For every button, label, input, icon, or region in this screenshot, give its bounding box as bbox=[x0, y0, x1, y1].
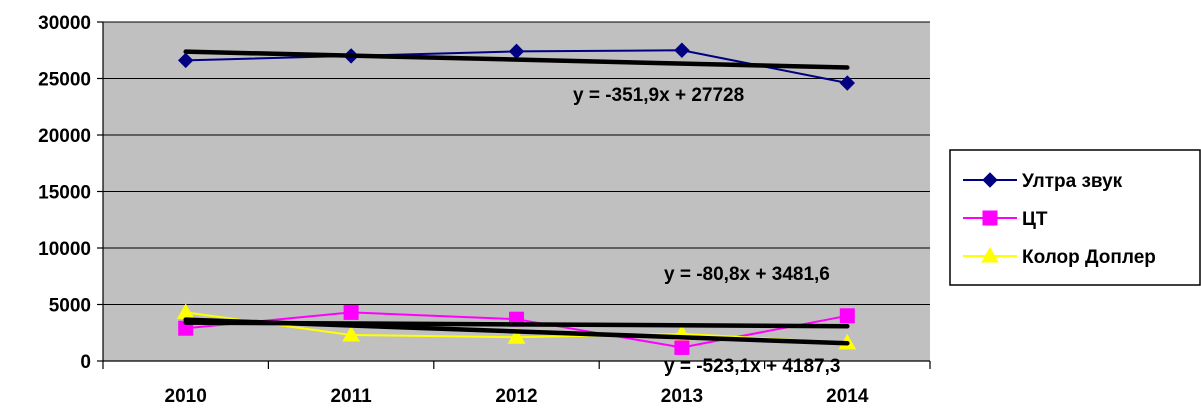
x-axis-ticks: 2010 2011 2012 2013 2014 bbox=[165, 386, 869, 407]
legend-marker bbox=[982, 210, 998, 226]
x-tick-label: 2011 bbox=[330, 386, 372, 407]
legend-item: ЦТ bbox=[963, 209, 1048, 230]
trendline-equation-label: y = -523,1x + 4187,3 bbox=[664, 356, 840, 377]
y-tick-label: 20000 bbox=[38, 126, 91, 147]
data-point bbox=[839, 75, 856, 91]
trendlines bbox=[183, 49, 850, 346]
trendline-equation-label: y = -80,8x + 3481,6 bbox=[664, 264, 830, 285]
y-tick-label: 30000 bbox=[38, 13, 91, 34]
y-axis-ticks: 0 5000 10000 15000 20000 25000 30000 bbox=[38, 13, 91, 373]
data-point bbox=[674, 339, 690, 355]
y-tick-label: 0 bbox=[80, 352, 91, 373]
x-tick-label: 2012 bbox=[495, 386, 537, 407]
x-tick-label: 2013 bbox=[661, 386, 703, 407]
data-point bbox=[342, 326, 360, 342]
trendline bbox=[183, 49, 850, 70]
trendline-equation-label: y = -351,9x + 27728 bbox=[573, 85, 744, 106]
legend: Ултра звук ЦТ Колор Доплер bbox=[949, 149, 1201, 286]
legend-marker bbox=[982, 172, 998, 188]
legend-marker bbox=[981, 246, 999, 263]
legend-label: Колор Доплер bbox=[1022, 247, 1156, 268]
data-point bbox=[177, 52, 194, 69]
y-tick-label: 25000 bbox=[38, 70, 91, 91]
trendline-equations: y = -351,9x + 27728 y = -80,8x + 3481,6 y … bbox=[573, 85, 840, 377]
x-tick-label: 2014 bbox=[826, 386, 869, 407]
legend-label: ЦТ bbox=[1022, 209, 1048, 230]
axes bbox=[97, 21, 931, 369]
legend-label: Ултра звук bbox=[1022, 171, 1123, 192]
data-point bbox=[674, 42, 690, 58]
legend-item: Ултра звук bbox=[963, 171, 1123, 192]
x-tick-label: 2010 bbox=[165, 386, 207, 407]
data-point bbox=[839, 308, 855, 324]
data-point bbox=[507, 328, 526, 344]
y-tick-label: 15000 bbox=[38, 183, 91, 204]
legend-item: Колор Доплер bbox=[963, 246, 1156, 268]
y-tick-label: 5000 bbox=[49, 296, 91, 317]
y-tick-label: 10000 bbox=[38, 239, 91, 260]
data-point bbox=[343, 304, 359, 320]
series-lines bbox=[176, 42, 857, 355]
trendline bbox=[183, 317, 850, 346]
